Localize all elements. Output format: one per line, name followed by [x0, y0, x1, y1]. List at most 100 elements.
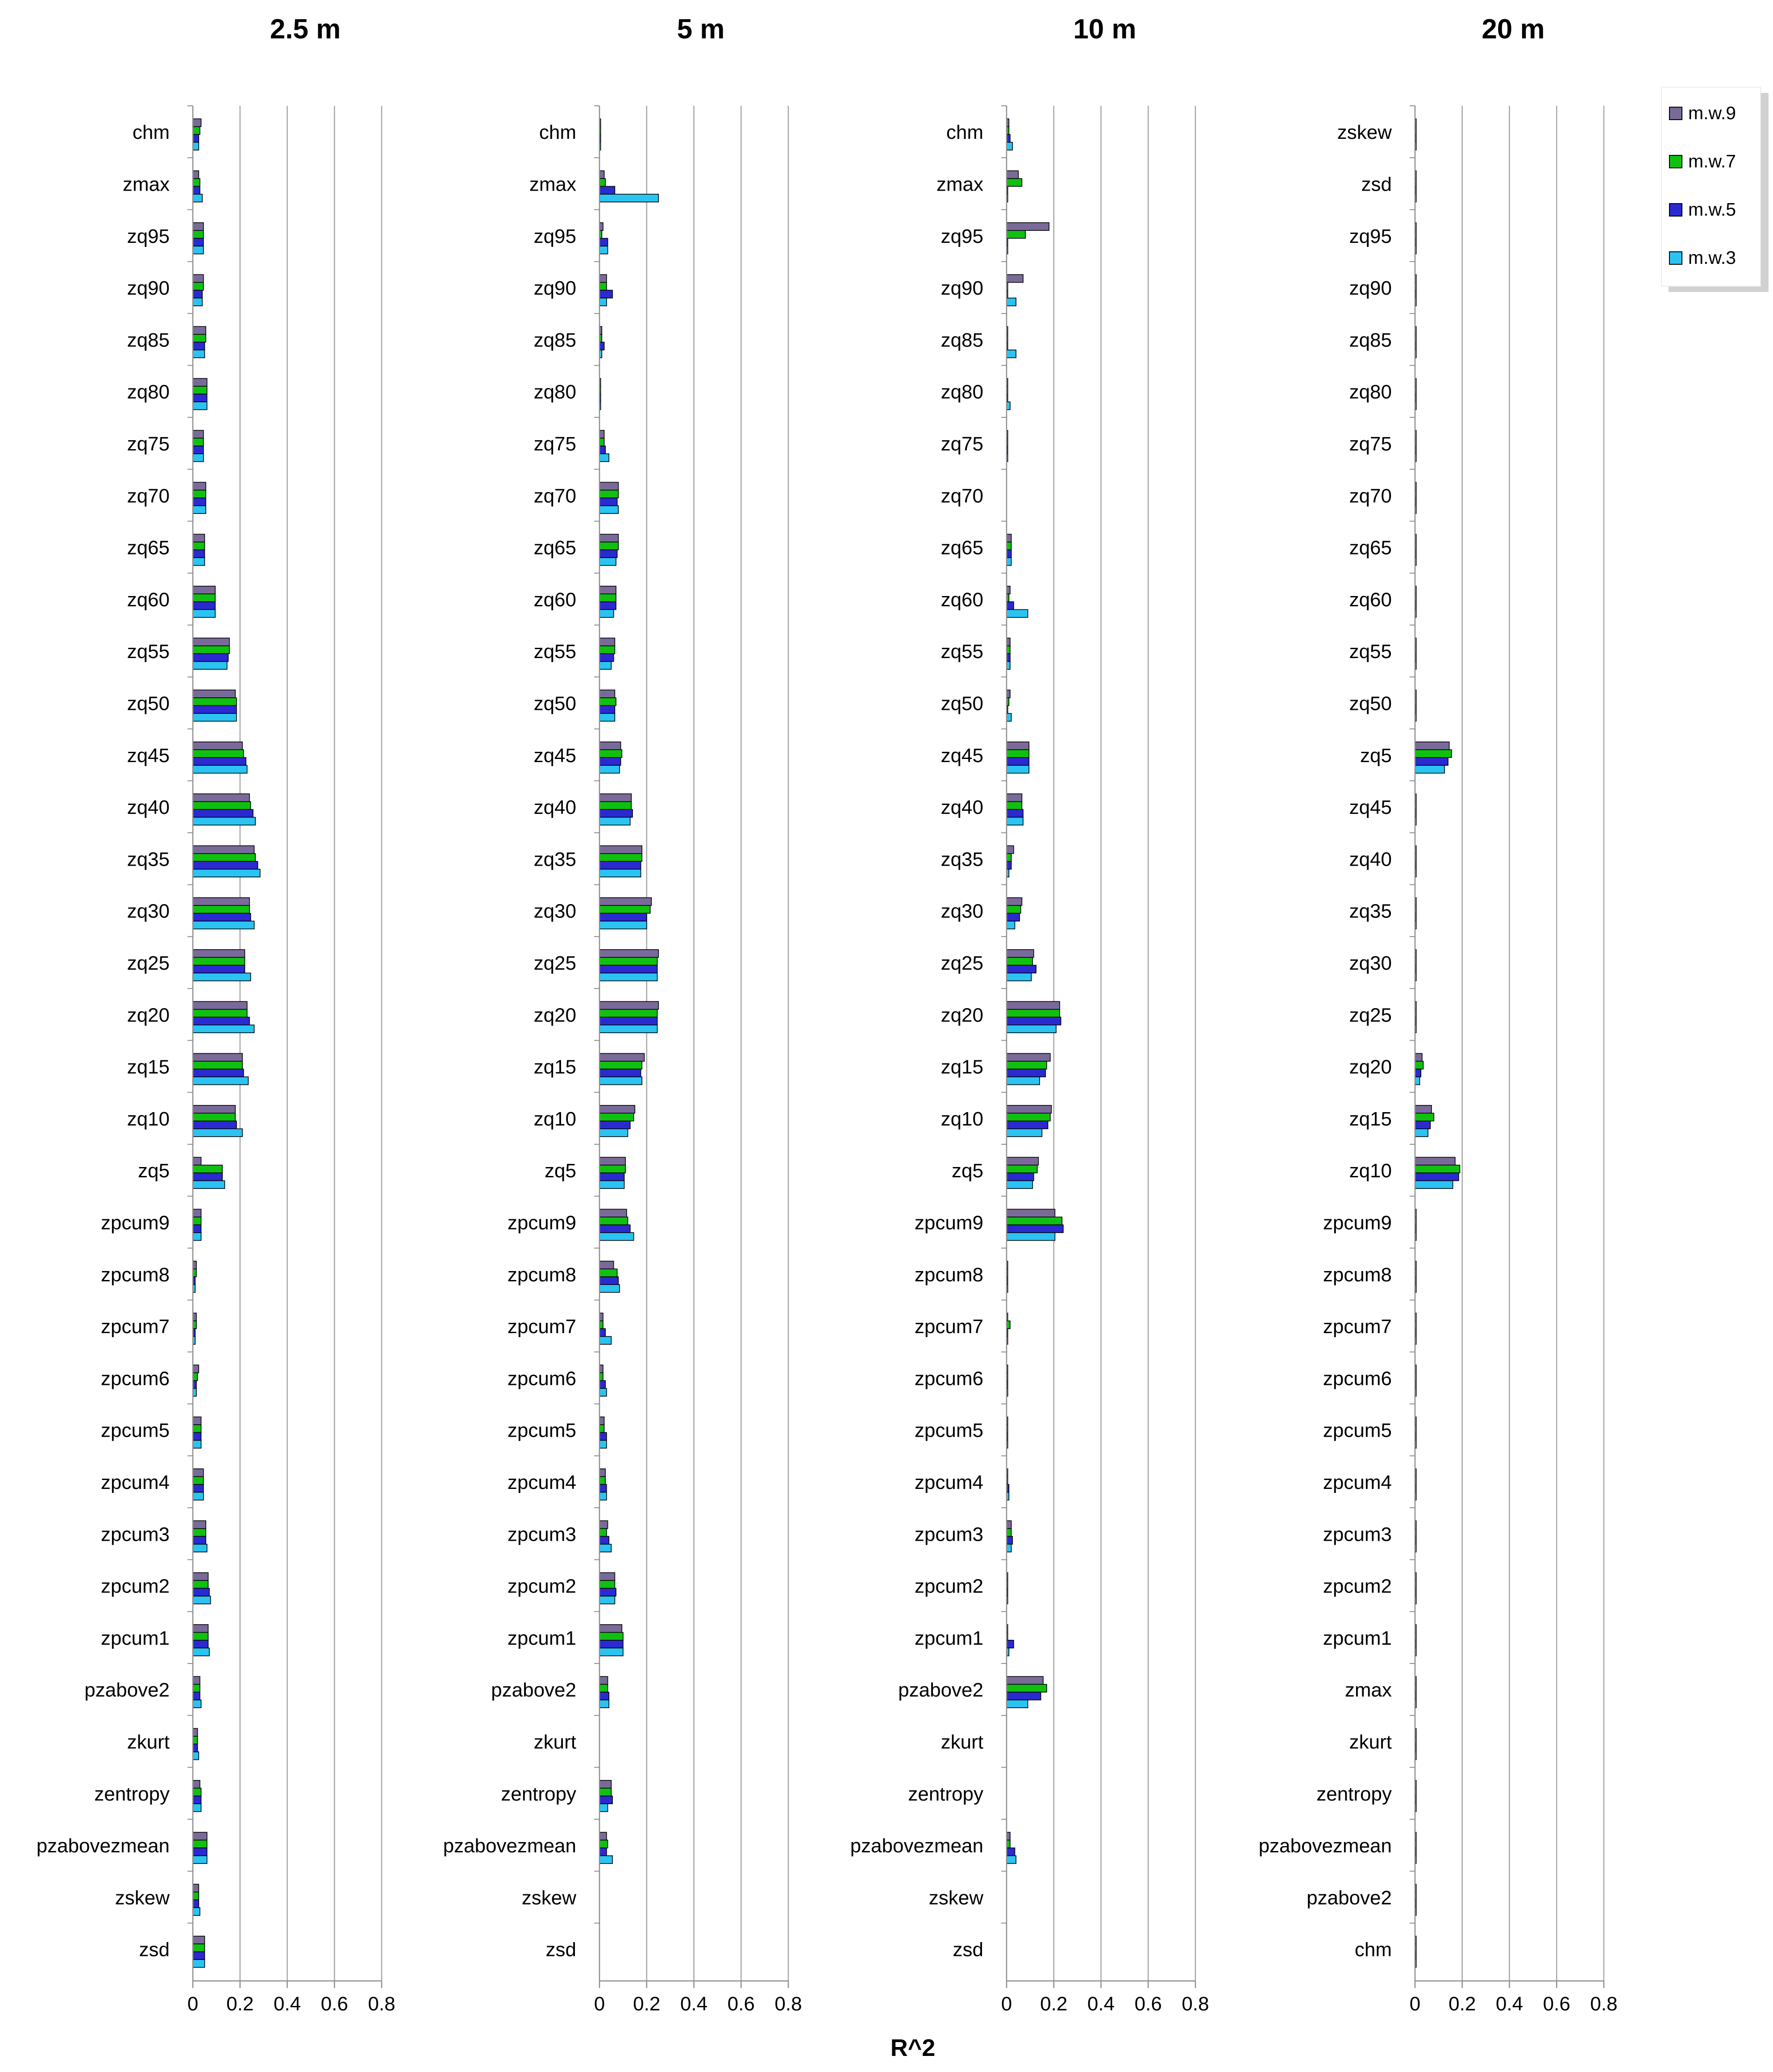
bar-mw5 — [599, 809, 633, 818]
category-label: zpcum2 — [508, 1576, 576, 1597]
bar-mw9 — [599, 1832, 607, 1841]
bar-mw5 — [599, 1588, 616, 1597]
x-tick-label: 0 — [1001, 1993, 1012, 2015]
x-tick-label: 0.8 — [774, 1993, 802, 2015]
bar-mw9 — [1006, 1001, 1060, 1010]
bar-mw3 — [192, 350, 205, 359]
category-label: zq30 — [534, 901, 576, 922]
bar-mw7 — [192, 386, 208, 395]
bar-mw9 — [192, 1053, 243, 1062]
legend-swatch — [1669, 251, 1682, 265]
bar-mw9 — [192, 1572, 209, 1581]
panel-title: 20 m — [1482, 14, 1544, 45]
bar-mw5 — [192, 1432, 202, 1441]
category-label: zpcum8 — [508, 1264, 576, 1286]
bar-mw3 — [1006, 1855, 1016, 1864]
bar-mw5 — [192, 1017, 250, 1026]
bar-mw5 — [599, 1795, 613, 1805]
bar-mw5 — [192, 861, 258, 870]
bar-mw5 — [599, 1121, 631, 1130]
bar-mw3 — [192, 1907, 200, 1916]
bar-mw5 — [599, 965, 658, 974]
bar-mw9 — [192, 1832, 208, 1841]
bar-mw7 — [599, 1268, 618, 1277]
bar-mw7 — [599, 1632, 624, 1641]
bar-mw5 — [1006, 1017, 1061, 1026]
bar-mw7 — [192, 1424, 202, 1433]
bar-mw5 — [599, 1328, 606, 1337]
bar-mw7 — [192, 905, 250, 914]
x-tick-label: 0.2 — [1040, 1993, 1067, 2015]
bar-mw9 — [1006, 845, 1014, 854]
bar-mw9 — [599, 1260, 614, 1270]
bar-mw5 — [1006, 1640, 1014, 1649]
bar-mw5 — [599, 1640, 624, 1649]
chart-panel-4: 20 m 0 0.2 0.4 0.6 0.8 zskew zsd zq95 zq90 zq85 zq8… — [1259, 14, 1618, 2015]
bar-mw5 — [192, 1068, 244, 1077]
bar-mw7 — [1415, 1164, 1461, 1173]
category-label: zq55 — [941, 641, 983, 663]
bar-mw7 — [192, 1788, 202, 1797]
bar-mw7 — [1415, 749, 1452, 758]
category-label: zpcum9 — [1323, 1212, 1392, 1234]
bar-mw3 — [192, 1543, 208, 1553]
bar-mw9 — [1006, 1105, 1052, 1114]
x-tick-label: 0.4 — [1496, 1993, 1523, 2015]
bar-mw3 — [192, 1699, 202, 1708]
category-label: zq75 — [534, 433, 576, 455]
bar-mw3 — [1006, 1543, 1012, 1553]
category-label: zpcum5 — [1323, 1420, 1392, 1442]
x-tick-label: 0 — [1410, 1993, 1420, 2015]
bar-mw3 — [192, 142, 200, 150]
category-label: zpcum9 — [101, 1212, 170, 1234]
category-label: zpcum2 — [1323, 1576, 1392, 1597]
bar-mw5 — [192, 1847, 208, 1856]
category-label: zq25 — [1349, 1004, 1392, 1026]
bar-mw3 — [599, 453, 609, 462]
bar-mw3 — [599, 1440, 607, 1449]
bar-mw5 — [599, 653, 614, 662]
bar-mw3 — [192, 1232, 202, 1241]
bar-mw3 — [599, 921, 647, 930]
bar-mw9 — [599, 1520, 608, 1529]
x-tick-label: 0.2 — [226, 1993, 254, 2015]
bar-mw7 — [599, 438, 605, 446]
bar-mw9 — [192, 949, 246, 958]
category-label: zq50 — [534, 692, 576, 714]
category-label: zq40 — [127, 796, 170, 818]
bar-mw7 — [599, 1424, 605, 1433]
bar-mw3 — [192, 1647, 210, 1656]
x-axis-label: R^2 — [891, 2034, 936, 2061]
category-label: zq40 — [534, 796, 576, 818]
bar-mw3 — [192, 453, 204, 462]
bar-mw9 — [1006, 1520, 1012, 1529]
x-tick-label: 0 — [187, 1993, 198, 2015]
bar-mw9 — [599, 1157, 626, 1166]
bar-mw9 — [599, 1572, 616, 1581]
legend-label: m.w.5 — [1688, 199, 1736, 220]
bar-mw3 — [192, 1596, 211, 1605]
bar-mw7 — [599, 853, 642, 862]
category-label: zq20 — [534, 1004, 576, 1026]
bar-mw3 — [1006, 1128, 1043, 1137]
bar-mw7 — [192, 126, 200, 135]
bar-mw3 — [1006, 765, 1030, 774]
bar-mw7 — [1006, 801, 1023, 810]
category-label: zmax — [529, 173, 576, 195]
category-label: zpcum2 — [101, 1576, 170, 1597]
bar-mw5 — [599, 1172, 625, 1181]
bar-mw9 — [1415, 1157, 1456, 1166]
bar-mw3 — [192, 1803, 202, 1812]
category-label: zmax — [1345, 1679, 1392, 1701]
bar-mw9 — [599, 1001, 659, 1010]
bar-mw9 — [192, 586, 216, 595]
category-label: chm — [946, 121, 983, 143]
category-label: zq60 — [127, 589, 170, 611]
category-label: zentropy — [94, 1783, 170, 1805]
category-label: zpcum4 — [508, 1472, 576, 1493]
bar-mw5 — [599, 446, 606, 454]
category-label: zpcum5 — [915, 1420, 983, 1442]
bar-mw9 — [192, 1780, 200, 1789]
bar-mw9 — [599, 1780, 612, 1789]
